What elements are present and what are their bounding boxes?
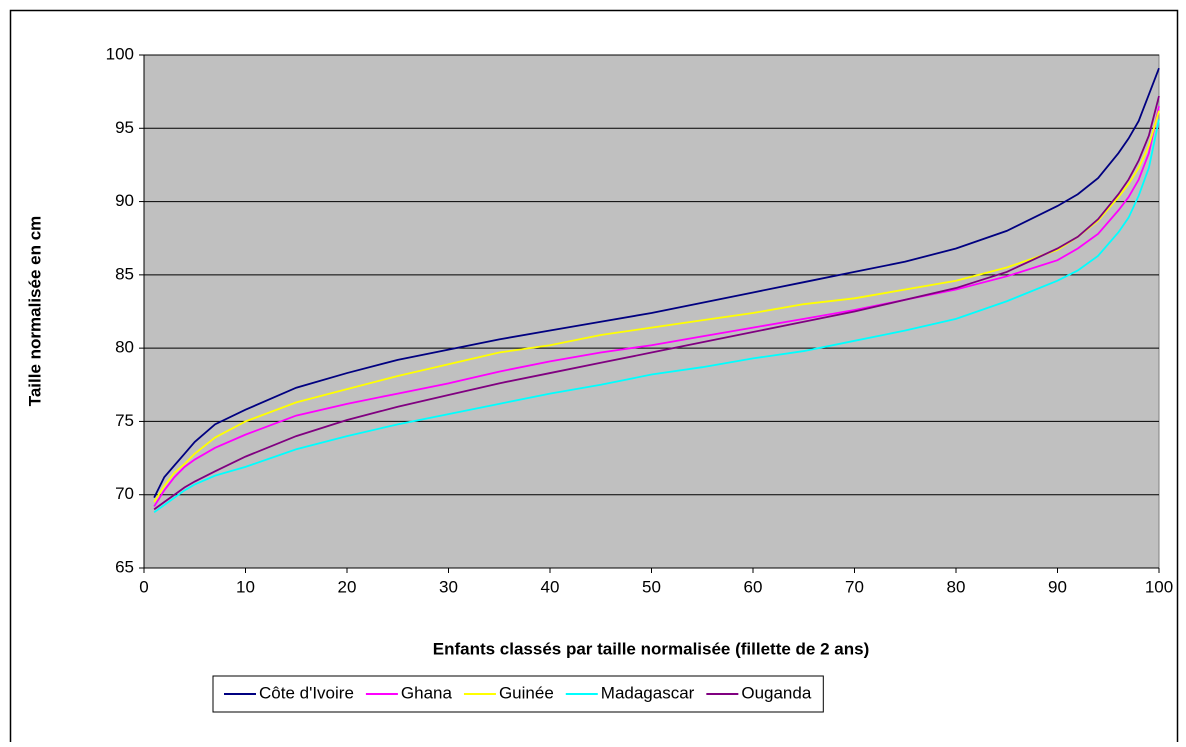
x-tick-label: 0 (139, 577, 148, 596)
legend-label: Madagascar (601, 683, 695, 702)
x-tick-label: 60 (744, 577, 763, 596)
y-tick-label: 70 (115, 484, 134, 503)
series-line (153, 106, 1160, 507)
y-axis-label: Taille normalisée en cm (25, 216, 44, 407)
x-tick-label: 100 (1145, 577, 1173, 596)
y-tick-label: 75 (115, 411, 134, 430)
y-tick-label: 100 (106, 44, 134, 63)
legend-label: Guinée (499, 683, 554, 702)
x-tick-label: 80 (947, 577, 966, 596)
x-tick-label: 10 (236, 577, 255, 596)
series-line (153, 95, 1160, 511)
y-tick-label: 80 (115, 338, 134, 357)
plot-area (143, 54, 1160, 569)
y-tick-label: 65 (115, 557, 134, 576)
x-tick-label: 30 (439, 577, 458, 596)
series-line (153, 110, 1160, 503)
x-tick-label: 70 (845, 577, 864, 596)
y-tick-label: 95 (115, 118, 134, 137)
x-axis-label: Enfants classés par taille normalisée (f… (433, 639, 870, 658)
series-line (153, 119, 1160, 514)
legend-label: Ouganda (741, 683, 811, 702)
x-tick-label: 40 (541, 577, 560, 596)
legend: Côte d'Ivoire Ghana Guinée Madagascar Ougand… (212, 675, 824, 713)
legend-label: Côte d'Ivoire (259, 683, 354, 702)
x-tick-label: 90 (1048, 577, 1067, 596)
y-tick-label: 90 (115, 191, 134, 210)
x-tick-label: 50 (642, 577, 661, 596)
x-tick-label: 20 (338, 577, 357, 596)
legend-label: Ghana (401, 683, 453, 702)
series-line (153, 67, 1160, 499)
y-tick-label: 85 (115, 264, 134, 283)
